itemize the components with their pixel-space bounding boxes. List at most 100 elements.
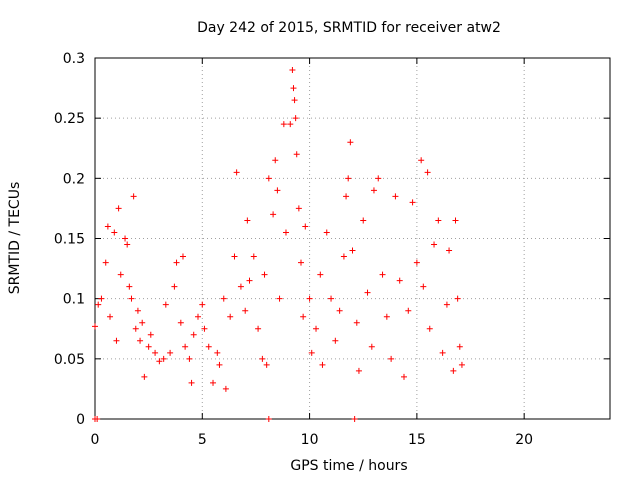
data-point <box>261 271 268 278</box>
data-point <box>364 289 371 296</box>
data-point <box>242 307 249 314</box>
data-point <box>182 343 189 350</box>
data-point <box>435 217 442 224</box>
data-point <box>244 217 251 224</box>
data-point <box>139 319 146 326</box>
x-axis-label: GPS time / hours <box>290 458 407 474</box>
data-point <box>323 229 330 236</box>
data-point <box>216 361 223 368</box>
data-point <box>111 229 118 236</box>
data-point <box>156 358 163 365</box>
data-point <box>130 193 137 200</box>
data-point <box>263 361 270 368</box>
data-point <box>188 379 195 386</box>
data-point <box>282 229 289 236</box>
data-point <box>270 211 277 218</box>
data-point <box>231 253 238 260</box>
data-point <box>396 277 403 284</box>
data-point <box>426 325 433 332</box>
data-point <box>306 295 313 302</box>
data-point <box>122 235 129 242</box>
data-point <box>336 307 343 314</box>
data-point <box>313 325 320 332</box>
data-point <box>117 271 124 278</box>
data-point <box>370 187 377 194</box>
data-point <box>104 223 111 230</box>
x-tick-labels: 0 5 10 15 20 <box>91 432 534 448</box>
data-point <box>233 169 240 176</box>
x-tick-label-20: 20 <box>515 432 533 448</box>
data-point <box>413 259 420 266</box>
data-point <box>222 385 229 392</box>
data-point <box>220 295 227 302</box>
data-point <box>171 283 178 290</box>
data-point <box>280 121 287 128</box>
y-tick-label-0-25: 0.25 <box>54 111 85 127</box>
data-point <box>420 283 427 290</box>
data-point <box>458 361 465 368</box>
data-point <box>137 337 144 344</box>
data-point <box>424 169 431 176</box>
data-point <box>115 205 122 212</box>
data-point <box>418 157 425 164</box>
data-point <box>276 295 283 302</box>
data-point <box>375 175 382 182</box>
x-tick-label-0: 0 <box>91 432 100 448</box>
data-point <box>454 295 461 302</box>
y-tick-label-0-1: 0.1 <box>63 292 85 308</box>
data-point <box>199 301 206 308</box>
data-point <box>328 295 335 302</box>
y-axis-label: SRMTID / TECUs <box>7 182 23 295</box>
data-point <box>179 253 186 260</box>
data-point <box>291 97 298 104</box>
data-point <box>98 295 105 302</box>
data-point <box>173 259 180 266</box>
data-point <box>162 301 169 308</box>
data-point <box>145 343 152 350</box>
data-point <box>405 307 412 314</box>
y-tick-label-0-3: 0.3 <box>63 51 85 67</box>
data-point <box>443 301 450 308</box>
data-point <box>107 313 114 320</box>
data-point <box>368 343 375 350</box>
data-point <box>345 175 352 182</box>
data-point <box>290 85 297 92</box>
data-point <box>160 355 167 362</box>
data-point <box>317 271 324 278</box>
data-point <box>300 313 307 320</box>
data-point <box>246 277 253 284</box>
data-point <box>293 151 300 158</box>
x-tick-label-5: 5 <box>198 432 207 448</box>
axis-ticks <box>94 57 610 420</box>
data-point <box>409 199 416 206</box>
data-point <box>351 416 358 422</box>
plot-frame <box>94 57 611 420</box>
data-point <box>113 337 120 344</box>
data-point <box>255 325 262 332</box>
data-point <box>302 223 309 230</box>
data-point <box>205 343 212 350</box>
data-point <box>167 349 174 356</box>
data-point <box>134 307 141 314</box>
data-point <box>298 259 304 266</box>
data-point <box>289 67 296 74</box>
data-point <box>292 115 299 122</box>
data-point <box>274 187 281 194</box>
data-point <box>450 367 457 374</box>
data-point <box>210 379 217 386</box>
data-point <box>392 193 399 200</box>
data-point <box>94 416 101 422</box>
data-points <box>92 67 465 422</box>
y-tick-label-0-2: 0.2 <box>63 171 85 187</box>
data-point <box>332 337 339 344</box>
data-point <box>237 283 244 290</box>
data-point <box>126 283 133 290</box>
data-point <box>388 355 395 362</box>
data-point <box>201 325 208 332</box>
data-point <box>431 241 438 248</box>
data-point <box>152 349 159 356</box>
data-point <box>343 193 350 200</box>
data-point <box>124 241 131 248</box>
data-point <box>250 253 257 260</box>
